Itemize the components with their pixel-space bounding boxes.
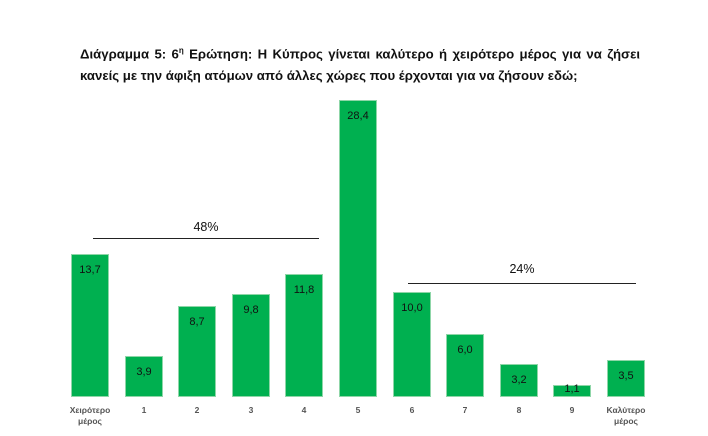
bar-value-label: 3,5 bbox=[618, 370, 634, 382]
x-axis-label: 7 bbox=[462, 405, 468, 415]
title-rest: Ερώτηση: Η Κύπρος γίνεται καλύτερο ή χει… bbox=[80, 46, 640, 84]
bar: 8,7 bbox=[178, 306, 216, 397]
x-axis-label: Χειρότερο μέρος bbox=[69, 405, 111, 426]
title-prefix: Διάγραμμα 5: 6 bbox=[80, 46, 179, 62]
bar-value-label: 11,8 bbox=[293, 284, 315, 296]
x-axis-label: Καλύτερο μέρος bbox=[606, 405, 646, 426]
x-axis-label: 2 bbox=[194, 405, 200, 415]
bar-value-label: 28,4 bbox=[347, 110, 369, 122]
bar-value-label: 8,7 bbox=[189, 316, 205, 328]
bar: 3,2 bbox=[500, 364, 538, 397]
title-superscript: η bbox=[178, 46, 184, 55]
bar-value-label: 3,2 bbox=[511, 374, 527, 386]
bar-value-label: 13,7 bbox=[79, 264, 101, 276]
x-axis-label: 4 bbox=[301, 405, 307, 415]
chart-title: Διάγραμμα 5: 6η Ερώτηση: Η Κύπρος γίνετα… bbox=[80, 40, 640, 87]
bar-value-label: 6,0 bbox=[457, 344, 473, 356]
bar: 6,0 bbox=[446, 334, 484, 397]
bar: 13,7 bbox=[71, 254, 109, 397]
bar: 9,8 bbox=[232, 294, 270, 397]
x-axis-label: 5 bbox=[355, 405, 361, 415]
bracket-line bbox=[408, 283, 636, 284]
x-axis-label: 1 bbox=[141, 405, 147, 415]
bar: 1,1 bbox=[553, 383, 591, 397]
x-axis-label: 6 bbox=[409, 405, 415, 415]
bar: 3,9 bbox=[125, 356, 163, 397]
bracket-line bbox=[93, 238, 319, 239]
bar: 11,8 bbox=[285, 274, 323, 397]
bar-value-label: 1,1 bbox=[564, 383, 580, 395]
bracket-percent-label: 24% bbox=[509, 262, 535, 276]
x-axis-label: 9 bbox=[569, 405, 575, 415]
bar-value-label: 9,8 bbox=[243, 304, 259, 316]
x-axis-label: 8 bbox=[516, 405, 522, 415]
bar: 3,5 bbox=[607, 360, 645, 397]
bar: 10,0 bbox=[393, 292, 431, 397]
bar: 28,4 bbox=[339, 100, 377, 397]
x-axis-label: 3 bbox=[248, 405, 254, 415]
bar-value-label: 3,9 bbox=[136, 366, 152, 378]
bar-value-label: 10,0 bbox=[401, 302, 423, 314]
bracket-percent-label: 48% bbox=[193, 220, 219, 234]
